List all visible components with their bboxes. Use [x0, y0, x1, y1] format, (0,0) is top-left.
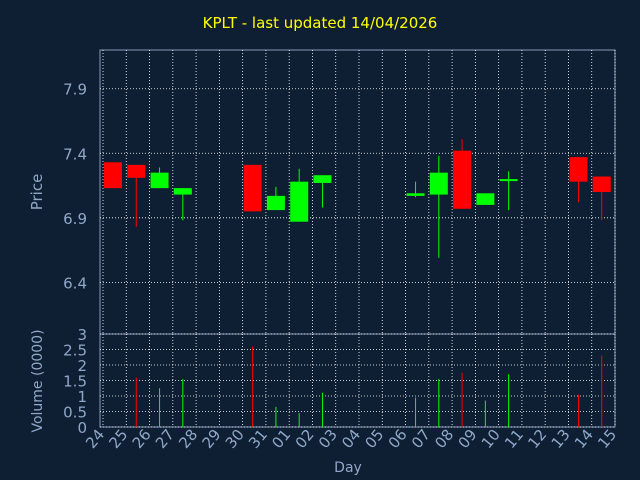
- candle-body: [406, 193, 425, 196]
- volume-y-tick-label: 0: [77, 419, 87, 437]
- x-tick-label: 01: [268, 426, 294, 452]
- candle-body: [127, 164, 146, 178]
- x-tick-label: 06: [385, 426, 411, 452]
- volume-y-tick-label: 2.5: [63, 342, 87, 360]
- candle-body: [150, 172, 169, 189]
- x-tick-label: 28: [175, 426, 201, 452]
- x-tick-label: 25: [105, 426, 131, 452]
- candlestick-series: [104, 139, 611, 258]
- volume-y-tick-label: 3: [77, 326, 87, 344]
- candle-body: [290, 181, 309, 222]
- x-tick-label: 26: [129, 426, 155, 452]
- price-y-tick-label: 7.4: [63, 145, 87, 163]
- candle-body: [104, 162, 122, 189]
- volume-y-tick-label: 0.5: [63, 404, 87, 422]
- price-grid: [100, 50, 616, 334]
- x-tick-label: 04: [338, 426, 364, 452]
- x-tick-label: 27: [152, 426, 178, 452]
- candle-body: [243, 164, 262, 212]
- volume-axis-label: Volume (0000): [30, 329, 46, 432]
- x-tick-label: 05: [361, 426, 387, 452]
- candle-body: [569, 157, 588, 182]
- candle-body: [173, 188, 192, 195]
- price-axis-label: Price: [28, 174, 46, 211]
- x-tick-label: 02: [292, 426, 318, 452]
- volume-y-tick-label: 1.5: [63, 373, 87, 391]
- price-y-tick-label: 7.9: [63, 81, 87, 99]
- x-tick-labels: 2425262728293031010203040506070809101112…: [82, 426, 620, 452]
- x-tick-label: 03: [315, 426, 341, 452]
- x-tick-label: 10: [478, 426, 504, 452]
- day-axis-label: Day: [334, 460, 362, 476]
- x-tick-label: 13: [548, 426, 574, 452]
- volume-y-tick-labels: 00.511.522.53: [63, 326, 87, 437]
- candle-body: [313, 175, 332, 183]
- x-tick-label: 14: [571, 426, 597, 452]
- candle-body: [476, 193, 495, 205]
- x-tick-label: 11: [501, 426, 527, 452]
- x-tick-label: 29: [199, 426, 225, 452]
- candle-body: [499, 179, 518, 182]
- candle-body: [266, 195, 285, 211]
- x-tick-label: 31: [245, 426, 271, 452]
- x-tick-label: 30: [222, 426, 248, 452]
- x-tick-label: 09: [455, 426, 481, 452]
- x-tick-label: 15: [594, 426, 620, 452]
- x-tick-label: 07: [408, 426, 434, 452]
- volume-plot-frame: [99, 333, 616, 428]
- x-tick-label: 08: [431, 426, 457, 452]
- volume-series: [135, 346, 603, 427]
- volume-y-tick-label: 2: [77, 357, 87, 375]
- candle-body: [592, 176, 611, 192]
- x-tick-label: 12: [524, 426, 550, 452]
- price-y-tick-label: 6.4: [63, 274, 87, 292]
- volume-grid: [100, 333, 616, 428]
- chart-title: KPLT - last updated 14/04/2026: [202, 14, 438, 32]
- candle-body: [453, 150, 472, 209]
- price-y-tick-labels: 6.4 6.9 7.4 7.9: [63, 81, 87, 293]
- volume-y-tick-label: 1: [77, 388, 87, 406]
- price-y-tick-label: 6.9: [63, 210, 87, 228]
- candle-body: [429, 172, 448, 195]
